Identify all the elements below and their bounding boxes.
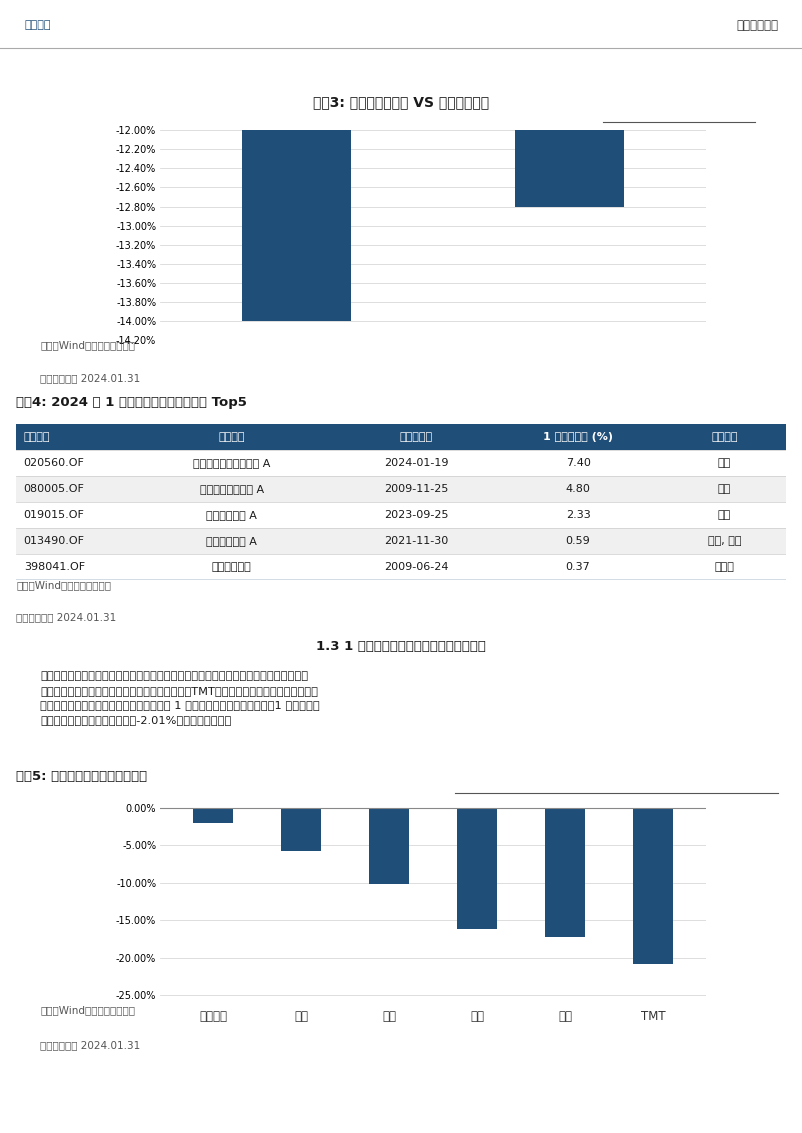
Text: 2009-06-24: 2009-06-24 xyxy=(384,562,448,572)
Text: 来源：Wind，国金证券研究所: 来源：Wind，国金证券研究所 xyxy=(16,580,111,590)
Text: 0.59: 0.59 xyxy=(565,536,590,546)
Bar xyxy=(515,0,624,206)
Text: 2024-01-19: 2024-01-19 xyxy=(384,458,448,468)
Text: 敬请参阅最后一页特别声明: 敬请参阅最后一页特别声明 xyxy=(359,1099,443,1113)
FancyBboxPatch shape xyxy=(16,528,786,554)
Text: 4: 4 xyxy=(770,1099,778,1113)
Bar xyxy=(457,808,497,929)
Text: 4.80: 4.80 xyxy=(565,484,590,494)
Bar xyxy=(193,808,233,823)
Text: 证券简称: 证券简称 xyxy=(218,432,245,442)
Bar xyxy=(242,0,351,321)
Text: 020560.OF: 020560.OF xyxy=(24,458,85,468)
Text: 图表3: 主动权益型基金 VS 主动量化基金: 图表3: 主动权益型基金 VS 主动量化基金 xyxy=(313,95,489,109)
Text: 基金成立日: 基金成立日 xyxy=(400,432,433,442)
Text: 中海量化策略: 中海量化策略 xyxy=(212,562,252,572)
Text: 同泰金融精选 A: 同泰金融精选 A xyxy=(206,536,257,546)
Text: 杨喆, 王秀: 杨喆, 王秀 xyxy=(707,536,741,546)
Text: 图表4: 2024 年 1 月份主动量化基金收益率 Top5: 图表4: 2024 年 1 月份主动量化基金收益率 Top5 xyxy=(16,395,247,409)
Bar xyxy=(545,808,585,937)
Text: 来源：Wind，国金证券研究所: 来源：Wind，国金证券研究所 xyxy=(40,340,135,350)
Text: 王宁: 王宁 xyxy=(718,484,731,494)
Text: 7.40: 7.40 xyxy=(565,458,590,468)
Text: 万家高端装备量化选股 A: 万家高端装备量化选股 A xyxy=(193,458,270,468)
Text: 注：数据截至 2024.01.31: 注：数据截至 2024.01.31 xyxy=(16,612,116,622)
Text: 国金证券: 国金证券 xyxy=(24,20,51,31)
Text: 梅寓寒: 梅寓寒 xyxy=(715,562,735,572)
Text: 来源：Wind，国金证券研究所: 来源：Wind，国金证券研究所 xyxy=(40,1005,135,1015)
Text: 019015.OF: 019015.OF xyxy=(24,510,85,520)
Text: 2009-11-25: 2009-11-25 xyxy=(384,484,448,494)
Text: 1 月份收益率 (%): 1 月份收益率 (%) xyxy=(543,432,613,442)
Text: 080005.OF: 080005.OF xyxy=(24,484,85,494)
Text: 我们根据主动权益基金的名称、业绩基准等定性信息，并结合股票持仓数据进行补充与复
核，从主动权益型基金中筛选出若干消费、医药、TMT、制造、周期、金融地产等行业主: 我们根据主动权益基金的名称、业绩基准等定性信息，并结合股票持仓数据进行补充与复 … xyxy=(40,671,320,725)
Text: 尹航: 尹航 xyxy=(718,458,731,468)
Text: 013490.OF: 013490.OF xyxy=(24,536,85,546)
Text: 注：数据截至 2024.01.31: 注：数据截至 2024.01.31 xyxy=(40,1040,140,1050)
Text: 曲径: 曲径 xyxy=(718,510,731,520)
Text: 图表5: 行业主题基金收益情况回顾: 图表5: 行业主题基金收益情况回顾 xyxy=(16,770,147,783)
Text: 长盛量化红利策略 A: 长盛量化红利策略 A xyxy=(200,484,264,494)
Text: 中欧国企红利 A: 中欧国企红利 A xyxy=(206,510,257,520)
Text: 0.37: 0.37 xyxy=(565,562,590,572)
FancyBboxPatch shape xyxy=(16,476,786,502)
Text: 2021-11-30: 2021-11-30 xyxy=(384,536,448,546)
Text: 398041.OF: 398041.OF xyxy=(24,562,85,572)
Bar xyxy=(282,808,321,851)
Text: 2.33: 2.33 xyxy=(565,510,590,520)
Bar xyxy=(634,808,673,964)
FancyBboxPatch shape xyxy=(16,424,786,450)
Text: 注：数据截至 2024.01.31: 注：数据截至 2024.01.31 xyxy=(40,373,140,383)
Text: 1.3 1 月份金融地产行业主题基金业绩领先: 1.3 1 月份金融地产行业主题基金业绩领先 xyxy=(316,640,486,653)
Text: 证券代码: 证券代码 xyxy=(24,432,51,442)
Bar xyxy=(369,808,409,884)
Text: 基金经理: 基金经理 xyxy=(711,432,738,442)
Text: 2023-09-25: 2023-09-25 xyxy=(384,510,448,520)
Text: 金融工程月报: 金融工程月报 xyxy=(736,19,778,32)
